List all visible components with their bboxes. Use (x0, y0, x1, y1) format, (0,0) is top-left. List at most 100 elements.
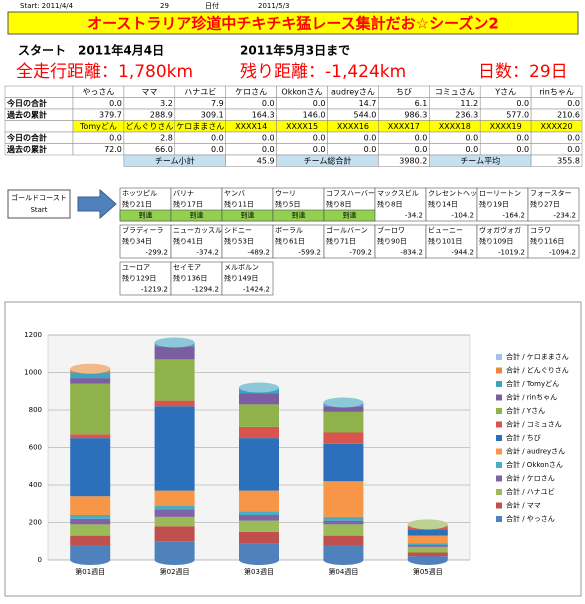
stop-cell (170, 224, 223, 259)
stop-status: 到達 (139, 211, 153, 220)
cell-value: 0.0 (109, 99, 122, 108)
stop-remaining: 残り90日 (377, 237, 407, 246)
cell-value: 379.7 (99, 110, 122, 119)
stop-remaining: 残り19日 (479, 200, 509, 209)
legend-label: 合計 / ちび (506, 433, 541, 442)
y-tick-label: 0 (38, 556, 42, 564)
stop-name: フォースター (530, 189, 572, 198)
cell-value: 0.0 (415, 133, 428, 142)
legend-label: 合計 / ケロままさん (506, 352, 569, 361)
cell-value: 0.0 (567, 145, 580, 154)
bar-segment (70, 372, 111, 379)
cell-value: 0.0 (567, 133, 580, 142)
remaining-distance: 残り距離：-1,424km (240, 62, 406, 82)
legend-label: 合計 / ハナユビ (506, 487, 555, 496)
cell-value: 3.2 (160, 99, 173, 108)
stop-status: 到達 (343, 211, 357, 220)
stop-cell (476, 187, 529, 222)
stop-name: ヴォガヴォガ (479, 226, 521, 235)
cell-value: 146.0 (303, 110, 326, 119)
cell-value: 0.0 (313, 99, 326, 108)
total-distance: 全走行距離：1,780km (16, 62, 193, 82)
cell-value: 0.0 (516, 133, 529, 142)
stop-status: 到達 (241, 211, 255, 220)
stop-name: ニューカッスル (173, 227, 222, 235)
bar-segment (239, 426, 279, 439)
bar-segment (323, 520, 364, 525)
cell-value: 7.9 (211, 99, 224, 108)
column-header: Yさん (494, 87, 516, 96)
bar-segment (70, 496, 111, 515)
team-value: 45.9 (257, 156, 275, 165)
stop-name: メルボルン (224, 264, 259, 272)
cell-value: 6.1 (415, 99, 428, 108)
stop-name: ゴールバーン (326, 226, 368, 235)
bar-segment (323, 481, 364, 517)
cell-value: 0.0 (567, 99, 580, 108)
bar-segment (154, 505, 195, 510)
stop-cell (425, 187, 478, 222)
y-tick-label: 400 (29, 481, 42, 489)
column-header: ケロままさん (176, 122, 224, 131)
stop-cell (170, 261, 223, 296)
stop-cell (221, 224, 274, 259)
bar-segment (407, 546, 448, 553)
bar-segment (154, 359, 195, 401)
start-date: Start: 2011/4/4 (20, 2, 74, 10)
days: 29 (160, 2, 169, 10)
bar-segment (407, 556, 448, 560)
stop-remaining: 残り14日 (428, 200, 458, 209)
bar-segment (323, 524, 364, 536)
bar-segment (70, 518, 111, 525)
cell-value: 0.0 (262, 133, 275, 142)
bar-segment (70, 378, 111, 384)
stop-cell (476, 224, 529, 259)
legend-swatch (496, 448, 502, 455)
start-text: Start (30, 206, 47, 214)
x-tick-label: 第02週目 (160, 567, 190, 576)
stop-name: ホッツピル (122, 190, 157, 198)
arrow (77, 188, 117, 220)
legend-swatch (496, 502, 502, 509)
y-tick-label: 800 (29, 406, 42, 414)
stop-status: -599.2 (298, 249, 321, 257)
cell-value: 309.1 (201, 110, 224, 119)
x-tick-label: 第03週目 (244, 567, 274, 576)
cell-value: 0.0 (364, 133, 377, 142)
column-header: XXXX19 (490, 122, 522, 131)
legend-swatch (496, 462, 502, 468)
stop-status: -1219.2 (141, 286, 168, 294)
row-label: 過去の累計 (6, 109, 47, 119)
row-label: 今日の合計 (6, 132, 47, 142)
stop-status: -234.2 (553, 212, 576, 220)
stop-cell (425, 224, 478, 259)
bar-segment (70, 545, 111, 560)
row-label: 今日の合計 (6, 98, 47, 108)
bar-segment (154, 509, 195, 517)
stop-name: ビューニー (428, 226, 463, 235)
stop-status: -834.2 (400, 249, 423, 257)
banner (7, 11, 579, 35)
x-tick-label: 第04週目 (328, 567, 358, 576)
stop-status: -489.2 (247, 249, 270, 257)
stop-status: -944.2 (451, 249, 474, 257)
bar-segment (239, 438, 279, 491)
bar-segment (70, 524, 111, 536)
stop-remaining: 残り5日 (275, 200, 300, 209)
stop-status: 到達 (190, 211, 204, 220)
bar-segment (239, 404, 279, 427)
stop-status: -164.2 (502, 212, 525, 220)
stop-name: コフスハーバー (326, 190, 375, 198)
column-header: rinちゃん (539, 87, 574, 96)
stop-remaining: 残り53日 (224, 237, 254, 246)
start-box (7, 189, 71, 219)
bar-segment (70, 438, 111, 497)
cell-value: 0.0 (109, 133, 122, 142)
column-header: ケロさん (235, 87, 267, 96)
stop-status: -104.2 (451, 212, 474, 220)
cell (4, 120, 74, 133)
bar-segment (239, 543, 279, 560)
legend-label: 合計 / Yさん (506, 406, 545, 415)
bar-segment (154, 400, 195, 407)
y-tick-label: 1200 (24, 331, 42, 339)
